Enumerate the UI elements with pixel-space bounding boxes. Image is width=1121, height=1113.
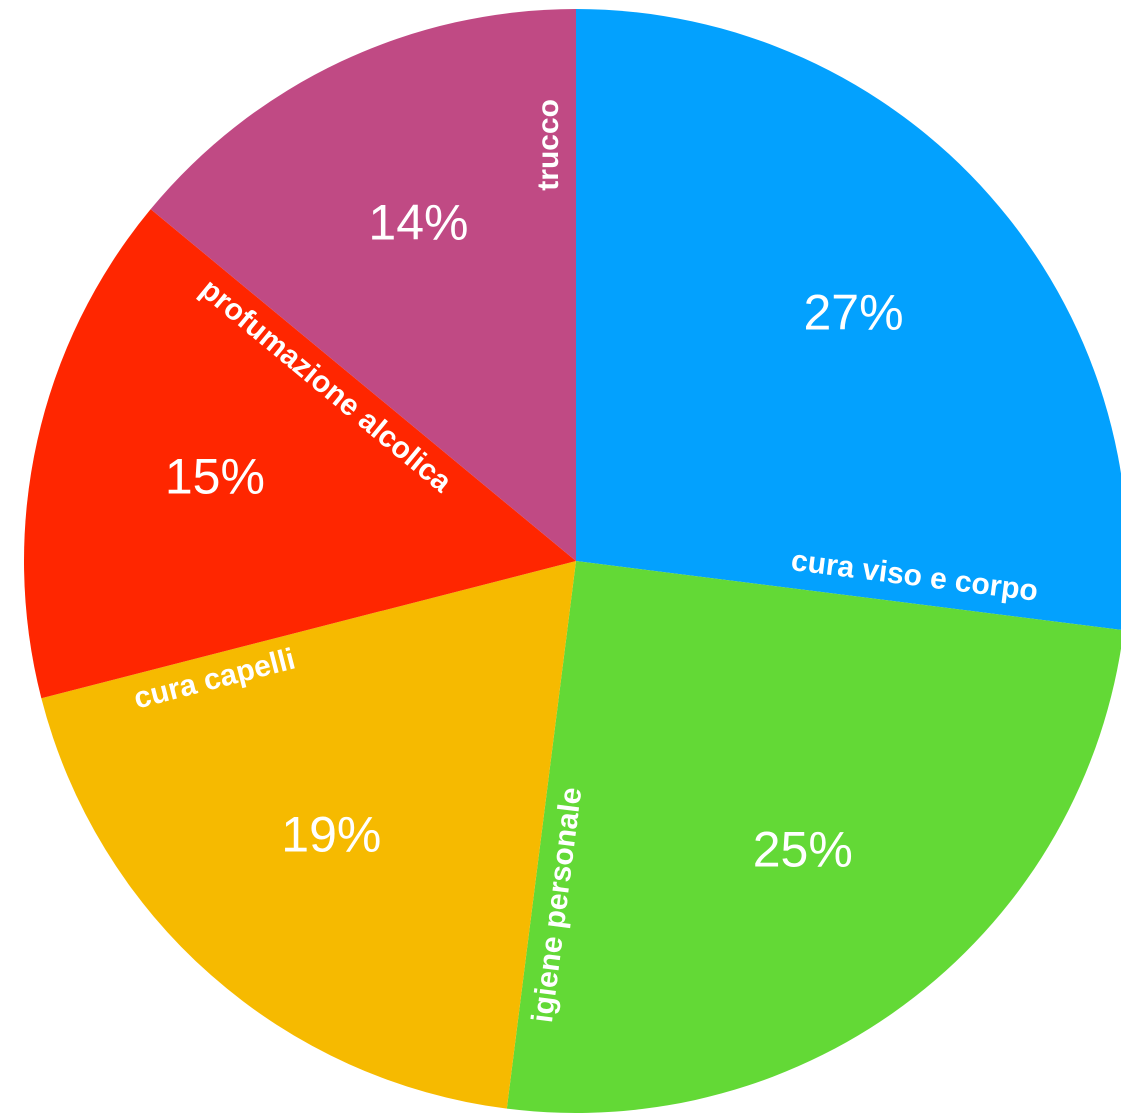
pie-slice — [506, 561, 1121, 1113]
category-label: trucco — [532, 99, 565, 191]
pie-slice — [150, 9, 576, 561]
value-label: 25% — [753, 822, 853, 878]
value-label: 27% — [804, 285, 904, 341]
pie-slice — [576, 9, 1121, 630]
pie-slice — [24, 209, 576, 699]
pie-slice — [41, 561, 576, 1109]
value-label: 15% — [165, 448, 265, 504]
value-label: 14% — [368, 194, 468, 250]
value-label: 19% — [281, 807, 381, 863]
